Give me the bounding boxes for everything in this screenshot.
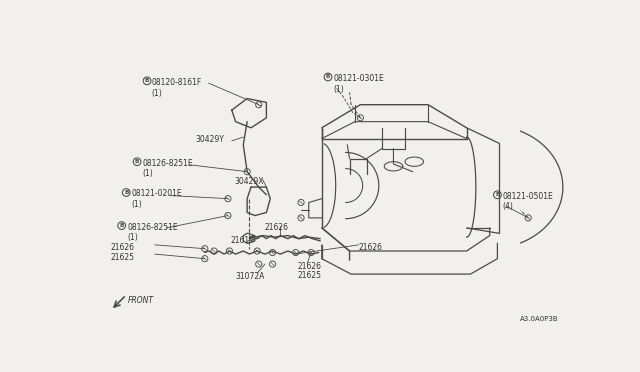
Text: 21626: 21626 <box>359 243 383 252</box>
Text: (4): (4) <box>503 202 514 212</box>
Text: (1): (1) <box>333 85 344 94</box>
Text: 30429X: 30429X <box>234 177 264 186</box>
Text: B: B <box>124 190 129 195</box>
Text: (1): (1) <box>127 233 138 242</box>
Text: (1): (1) <box>143 169 153 179</box>
Text: B: B <box>145 78 149 83</box>
Text: 08121-0501E: 08121-0501E <box>503 192 554 201</box>
Text: (1): (1) <box>152 89 163 97</box>
Text: B: B <box>120 223 124 228</box>
Text: 08126-8251E: 08126-8251E <box>143 158 193 168</box>
Text: 21625: 21625 <box>111 253 135 262</box>
Text: 30429Y: 30429Y <box>196 135 225 144</box>
Text: 08126-8251E: 08126-8251E <box>127 222 178 231</box>
Text: A3.0A0P3B: A3.0A0P3B <box>520 316 559 322</box>
Text: 21626: 21626 <box>265 223 289 232</box>
Text: 21626: 21626 <box>111 243 135 252</box>
Text: 21626: 21626 <box>297 262 321 271</box>
Text: 08121-0301E: 08121-0301E <box>333 74 384 83</box>
Text: 21625: 21625 <box>297 271 321 280</box>
Text: B: B <box>135 159 140 164</box>
Text: (1): (1) <box>132 200 143 209</box>
Text: B: B <box>495 192 500 197</box>
Text: FRONT: FRONT <box>128 296 154 305</box>
Text: 21619: 21619 <box>230 235 254 245</box>
Text: 08121-0201E: 08121-0201E <box>132 189 182 198</box>
Text: 31072A: 31072A <box>236 272 265 281</box>
Text: 08120-8161F: 08120-8161F <box>152 78 202 87</box>
Text: B: B <box>326 74 330 80</box>
